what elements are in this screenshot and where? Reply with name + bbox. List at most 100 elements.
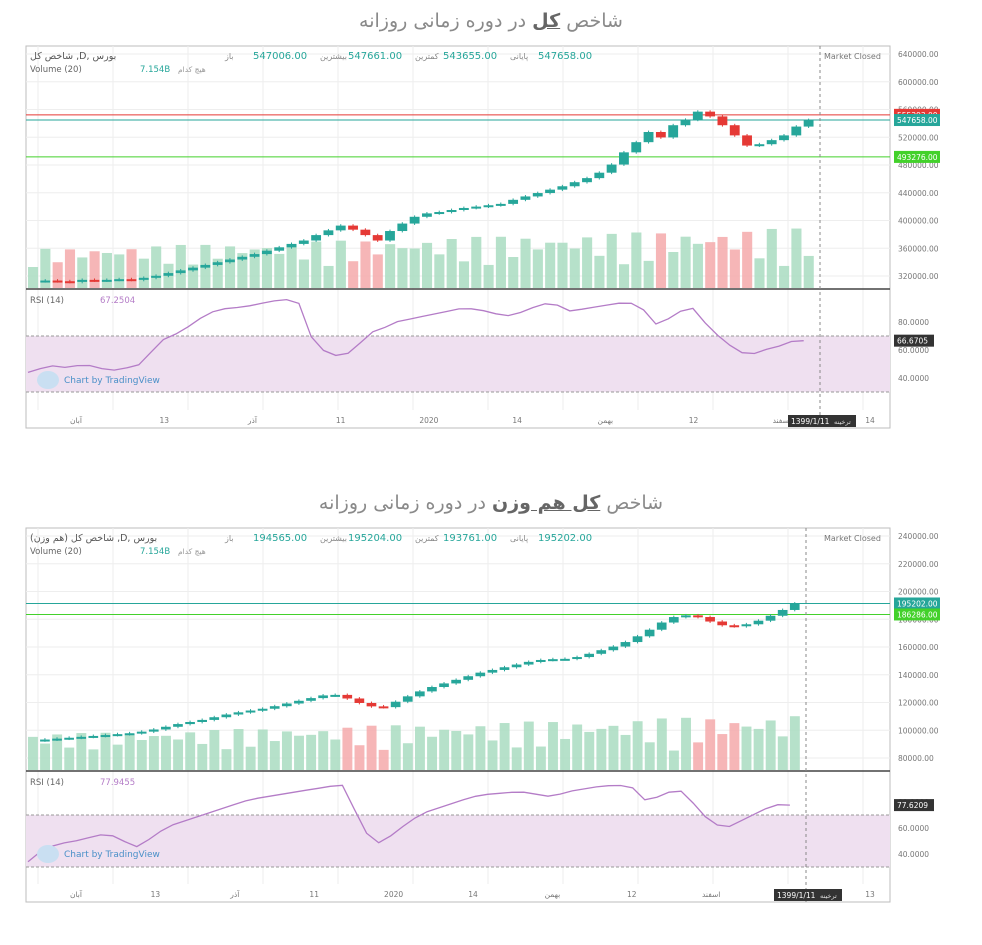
volume-bar — [471, 236, 482, 288]
candle — [487, 669, 498, 673]
candle — [475, 672, 486, 677]
legend-field-label: کمترین — [415, 52, 439, 61]
chart-title-1: شاخص کل در دوره زمانی روزانه — [359, 10, 623, 32]
volume-bar — [366, 725, 377, 770]
candle — [535, 659, 546, 662]
price-badge-label: 547658.00 — [897, 116, 938, 125]
candle — [390, 701, 401, 708]
volume-bar — [753, 728, 764, 770]
candle — [298, 240, 309, 244]
candle — [173, 724, 183, 727]
volume-bar — [348, 261, 359, 288]
candle — [463, 676, 474, 680]
volume-bar — [114, 254, 125, 288]
volume-bar — [705, 719, 716, 770]
price-axis-tick: 80000.00 — [898, 754, 934, 763]
date-badge-label: 1399/1/11 — [777, 891, 816, 900]
rsi-legend-value: 77.9455 — [100, 778, 135, 788]
x-axis-tick: بهمن — [598, 416, 614, 425]
date-badge-prefix: ترخینه — [820, 892, 837, 900]
legend-field-value: 195202.00 — [538, 533, 592, 544]
price-axis-tick: 140000.00 — [898, 671, 939, 680]
candle — [656, 622, 667, 630]
candle — [148, 729, 159, 732]
volume-legend-value: 7.154B — [140, 65, 170, 75]
volume-bar — [323, 265, 334, 288]
volume-bar — [249, 249, 260, 288]
x-axis-tick: 13 — [865, 890, 875, 899]
candle — [372, 235, 383, 241]
volume-bar — [487, 740, 498, 770]
volume-bar — [415, 726, 425, 770]
candle — [64, 737, 74, 740]
legend-field-value: 547006.00 — [253, 51, 307, 62]
volume-bar — [483, 264, 494, 288]
candle — [76, 736, 87, 739]
volume-bar — [101, 252, 112, 288]
x-axis-tick: 2020 — [419, 416, 438, 425]
candle — [112, 734, 123, 737]
candle — [741, 624, 752, 627]
chart-panel-2[interactable]: 240000.00220000.00200000.00180000.001600… — [0, 522, 982, 917]
candle — [729, 125, 740, 136]
candle — [200, 264, 211, 268]
candle — [330, 694, 341, 697]
volume-bar — [803, 255, 814, 288]
candle — [40, 280, 51, 283]
volume-bar — [729, 249, 740, 288]
candle — [402, 696, 413, 702]
candle — [237, 256, 248, 260]
candle — [101, 279, 112, 282]
volume-bar — [306, 734, 317, 770]
volume-bar — [451, 730, 462, 770]
candle — [245, 710, 256, 713]
candle — [446, 210, 457, 213]
volume-bar — [185, 732, 196, 770]
candle — [680, 119, 691, 126]
volume-bar — [789, 716, 800, 770]
legend-field-label: کمترین — [415, 534, 439, 543]
candle — [681, 615, 691, 618]
price-axis-tick: 440000.00 — [898, 189, 939, 198]
price-axis-tick: 100000.00 — [898, 726, 939, 735]
volume-bar — [112, 744, 123, 770]
candle — [766, 140, 777, 145]
candle — [532, 193, 543, 197]
date-badge — [774, 889, 842, 901]
x-axis-tick: 2020 — [384, 890, 403, 899]
volume-bar — [342, 727, 353, 770]
volume-bar — [385, 244, 396, 288]
volume-bar — [511, 747, 522, 770]
price-badge-label: 195202.00 — [897, 599, 938, 608]
x-axis-tick: 14 — [512, 416, 522, 425]
volume-bar — [402, 743, 413, 770]
rsi-legend-label: RSI (14) — [30, 296, 64, 306]
candle — [409, 216, 420, 224]
volume-bar — [520, 238, 531, 288]
volume-bar — [161, 735, 171, 770]
rsi-legend-value: 67.2504 — [100, 296, 135, 306]
chart-panel-1[interactable]: 640000.00600000.00560000.00520000.004800… — [0, 40, 982, 440]
x-axis-tick: 14 — [865, 416, 875, 425]
price-axis-tick: 120000.00 — [898, 699, 939, 708]
volume-bar — [631, 232, 642, 288]
rsi-axis-tick: 60.0000 — [898, 824, 929, 833]
candle — [791, 126, 802, 136]
volume-bar — [378, 749, 389, 770]
price-axis-tick: 520000.00 — [898, 133, 939, 142]
volume-bar — [298, 259, 309, 288]
candle — [569, 182, 580, 187]
volume-bar — [330, 739, 341, 770]
x-axis-tick: 13 — [151, 890, 161, 899]
candle — [124, 733, 135, 736]
candle — [765, 615, 776, 621]
candle — [545, 189, 555, 194]
volume-bar — [88, 749, 99, 770]
candle — [114, 279, 125, 282]
volume-bar — [692, 243, 703, 288]
candle — [523, 661, 534, 665]
volume-bar — [475, 726, 486, 770]
volume-bar — [136, 739, 147, 770]
candle — [366, 702, 377, 707]
volume-bar — [508, 257, 519, 288]
